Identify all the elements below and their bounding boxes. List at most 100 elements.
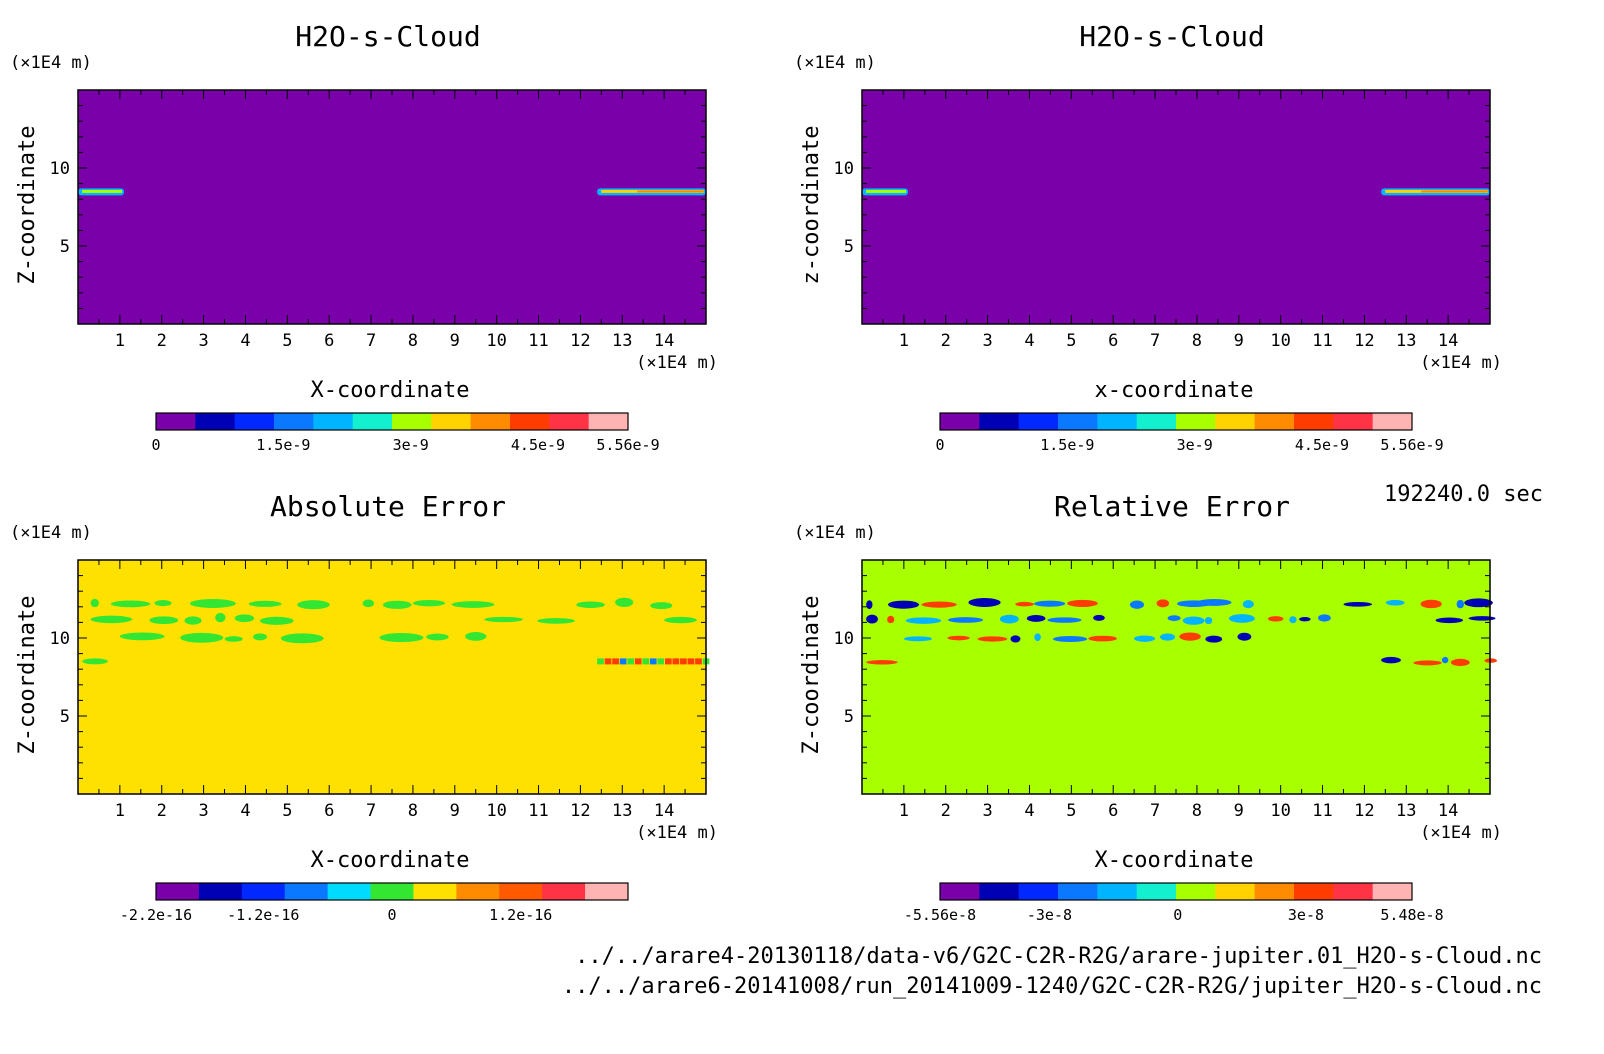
y-axis-label: z-coordinate (799, 126, 824, 285)
x-tick-label: 10 (1270, 801, 1290, 821)
y-unit-label: (×1E4 m) (10, 523, 92, 543)
colorbar-swatch (1294, 883, 1334, 900)
x-tick-label: 2 (941, 331, 951, 351)
colorbar-tick-label: -1.2e-16 (227, 906, 299, 924)
error-blob (184, 616, 202, 625)
x-tick-label: 11 (528, 331, 548, 351)
x-tick-label: 10 (1270, 331, 1290, 351)
panel-h2o-s-cloud-a: H2O-s-Cloud(×1E4 m)1 2 3 4 5 6 7 8 9 10 11 12 13 1451… (10, 20, 718, 454)
x-tick-label: 7 (1150, 801, 1160, 821)
colorbar-tick-label: 5.56e-9 (1380, 436, 1443, 454)
heatmap-features (82, 597, 710, 665)
x-tick-label: 11 (1312, 801, 1332, 821)
error-blob (1456, 599, 1465, 609)
error-blob (1381, 656, 1401, 664)
colorbar-tick-label: 0 (151, 436, 160, 454)
cloud-streak-core (866, 189, 907, 193)
colorbar-swatch (1215, 883, 1256, 900)
x-tick-label: 3 (198, 801, 208, 821)
error-blob (1343, 601, 1373, 607)
colorbar-swatch (1097, 883, 1138, 900)
colorbar-swatch (313, 413, 354, 430)
error-blob (248, 600, 282, 607)
colorbar-tick-label: -2.2e-16 (120, 906, 192, 924)
error-blob (627, 658, 634, 665)
y-unit-label: (×1E4 m) (794, 53, 876, 73)
colorbar-swatch (156, 413, 196, 430)
error-blob (634, 658, 642, 665)
x-tick-label: 4 (240, 331, 250, 351)
x-tick-label: 9 (450, 331, 460, 351)
heatmap-features (866, 598, 1498, 667)
panel-relative-error: Relative Error(×1E4 m)1 2 3 4 5 6 7 8 9 10 11 12 13 1… (794, 490, 1502, 924)
x-tick-label: 12 (570, 801, 590, 821)
colorbar-swatch (1372, 413, 1413, 430)
x-axis-label: X-coordinate (1095, 848, 1254, 873)
colorbar-swatch (542, 883, 586, 900)
colorbar-tick-label: 0 (1173, 906, 1182, 924)
x-tick-label: 4 (1024, 331, 1034, 351)
x-tick-label: 12 (1354, 801, 1374, 821)
x-tick-label: 10 (486, 801, 506, 821)
colorbar-swatch (1136, 413, 1177, 430)
x-unit-label: (×1E4 m) (636, 353, 718, 373)
x-tick-label: 8 (1192, 801, 1202, 821)
colorbar-swatch (588, 413, 629, 430)
x-tick-label: 9 (1234, 331, 1244, 351)
footer-file-2: ../../arare6-20141008/run_20141009-1240/… (561, 974, 1542, 999)
x-tick-label: 8 (408, 331, 418, 351)
colorbar-swatch (510, 413, 550, 430)
error-blob (1299, 616, 1311, 622)
colorbar-swatch (1215, 413, 1256, 430)
error-blob (1289, 616, 1297, 624)
error-blob (149, 616, 179, 625)
error-blob (1237, 632, 1252, 641)
error-blob (664, 616, 697, 624)
colorbar-swatch (1058, 413, 1098, 430)
colorbar-swatch (1018, 883, 1059, 900)
x-tick-label: 7 (366, 331, 376, 351)
cloud-streak-core (637, 190, 704, 193)
error-blob (379, 632, 424, 643)
error-blob (1093, 614, 1105, 621)
y-tick-label: 10 (834, 629, 854, 649)
error-blob (597, 658, 604, 665)
colorbar-tick-label: 1.2e-16 (489, 906, 552, 924)
x-unit-label: (×1E4 m) (1420, 353, 1502, 373)
x-tick-label: 14 (654, 331, 674, 351)
chart-title: Relative Error (1054, 490, 1290, 523)
x-axis-label: x-coordinate (1095, 378, 1254, 403)
colorbar-swatch (549, 413, 590, 430)
error-blob (866, 600, 873, 610)
x-tick-label: 11 (528, 801, 548, 821)
y-axis-label: Z-coordinate (799, 596, 824, 755)
error-blob (1010, 635, 1021, 643)
colorbar-swatch (1176, 413, 1216, 430)
panel-h2o-s-cloud-b: H2O-s-Cloud(×1E4 m)1 2 3 4 5 6 7 8 9 10 11 12 13 1451… (794, 20, 1502, 454)
error-blob (1067, 599, 1098, 607)
x-tick-label: 5 (282, 331, 292, 351)
colorbar-swatch (1176, 883, 1216, 900)
colorbar-swatch (284, 883, 329, 900)
colorbar-tick-label: 4.5e-9 (1295, 436, 1349, 454)
colorbar-tick-label: -3e-8 (1027, 906, 1072, 924)
error-blob (672, 658, 680, 665)
heatmap-features (862, 188, 1490, 196)
x-axis-label: X-coordinate (311, 848, 470, 873)
error-blob (180, 632, 224, 643)
x-tick-label: 14 (1438, 331, 1458, 351)
colorbar-swatch (1018, 413, 1059, 430)
x-tick-label: 9 (1234, 801, 1244, 821)
x-tick-label: 14 (654, 801, 674, 821)
error-blob (90, 615, 133, 624)
colorbar-swatch (499, 883, 543, 900)
error-blob (537, 618, 575, 624)
colorbar-swatch (392, 413, 432, 430)
error-blob (1413, 660, 1442, 666)
error-blob (1267, 616, 1284, 622)
colorbar-swatch (1333, 413, 1374, 430)
y-tick-label: 10 (50, 159, 70, 179)
y-tick-label: 5 (60, 707, 70, 727)
cloud-streak-core (1421, 190, 1488, 193)
